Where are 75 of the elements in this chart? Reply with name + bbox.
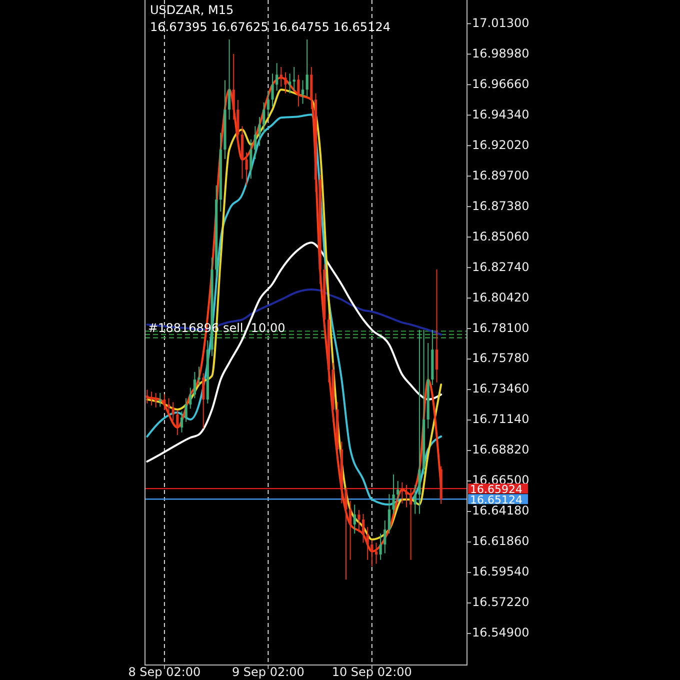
candlestick (198, 366, 200, 386)
y-tick-label: 16.54900 (472, 626, 530, 640)
candlestick (366, 526, 369, 560)
candlestick (158, 392, 162, 408)
candlestick (184, 398, 188, 422)
candlestick (154, 392, 158, 408)
candlestick (180, 410, 184, 433)
y-tick-label: 16.92020 (472, 138, 530, 152)
candlestick (396, 480, 400, 502)
y-tick-label: 16.96660 (472, 76, 530, 91)
candlestick (379, 533, 382, 560)
candlestick (301, 80, 304, 104)
y-tick-label: 16.64180 (472, 504, 530, 518)
y-tick-label: 16.57220 (472, 595, 530, 610)
candlestick (167, 398, 170, 414)
y-tick-label: 16.61860 (472, 534, 530, 548)
candlestick (228, 38, 231, 120)
candlestick (271, 73, 274, 107)
candlestick (358, 509, 360, 533)
candlestick (172, 402, 174, 422)
y-tick-label: 16.68820 (472, 442, 530, 457)
candlestick (280, 66, 282, 88)
x-tick-label: 9 Sep 02:00 (232, 665, 304, 679)
candlestick (414, 484, 416, 514)
text: 16.67395 16.67625 16.64755 16.65124 (150, 20, 390, 34)
candlestick (258, 116, 261, 146)
candlestick (232, 53, 235, 120)
candlestick (288, 73, 292, 94)
ref-line-label: 16.65124 (470, 493, 522, 506)
candlestick (344, 487, 348, 580)
candlestick (349, 500, 352, 560)
candlestick (400, 482, 404, 504)
candlestick (176, 410, 179, 436)
y-tick-label: 16.87380 (472, 198, 530, 213)
candlestick (266, 90, 270, 118)
y-tick-label: 16.73460 (472, 382, 530, 396)
candlestick (150, 391, 153, 406)
candlestick (276, 62, 278, 92)
candlestick (189, 387, 192, 410)
candlestick (202, 372, 205, 429)
candlestick (410, 488, 412, 560)
candlestick (297, 74, 300, 107)
y-tick-label: 16.98980 (472, 46, 530, 60)
candlestick (163, 394, 166, 411)
y-tick-label: 16.80420 (472, 290, 530, 304)
candlestick (245, 152, 248, 186)
candlestick (374, 542, 378, 564)
y-tick-label: 16.85060 (472, 229, 530, 244)
candlestick (250, 138, 252, 180)
y-tick-label: 16.82740 (472, 260, 530, 274)
y-tick-label: 16.94340 (472, 107, 530, 122)
y-tick-label: 17.01300 (472, 16, 530, 30)
candlestick (292, 66, 296, 92)
candlestick (388, 494, 390, 534)
candlestick (306, 38, 308, 96)
y-tick-label: 16.75780 (472, 351, 530, 366)
candlestick (353, 504, 356, 534)
x-tick-label: 10 Sep 02:00 (332, 665, 412, 679)
candlestick (370, 540, 374, 567)
x-tick-label: 8 Sep 02:00 (128, 665, 201, 679)
y-tick-label: 16.78100 (472, 320, 530, 335)
y-tick-label: 16.59540 (472, 564, 530, 579)
candlestick (362, 513, 365, 544)
candlestick (435, 268, 438, 383)
candlestick (384, 520, 386, 554)
candlestick (254, 126, 257, 160)
y-tick-label: 16.89700 (472, 168, 530, 182)
candlestick (284, 72, 287, 94)
candlestick (262, 102, 266, 134)
y-tick-label: 16.71140 (472, 412, 530, 426)
candlestick (392, 474, 395, 514)
candlestick (405, 484, 408, 508)
candlestick (146, 389, 148, 404)
chart-title: USDZAR, M15 (150, 3, 234, 17)
candlestick (193, 371, 196, 399)
